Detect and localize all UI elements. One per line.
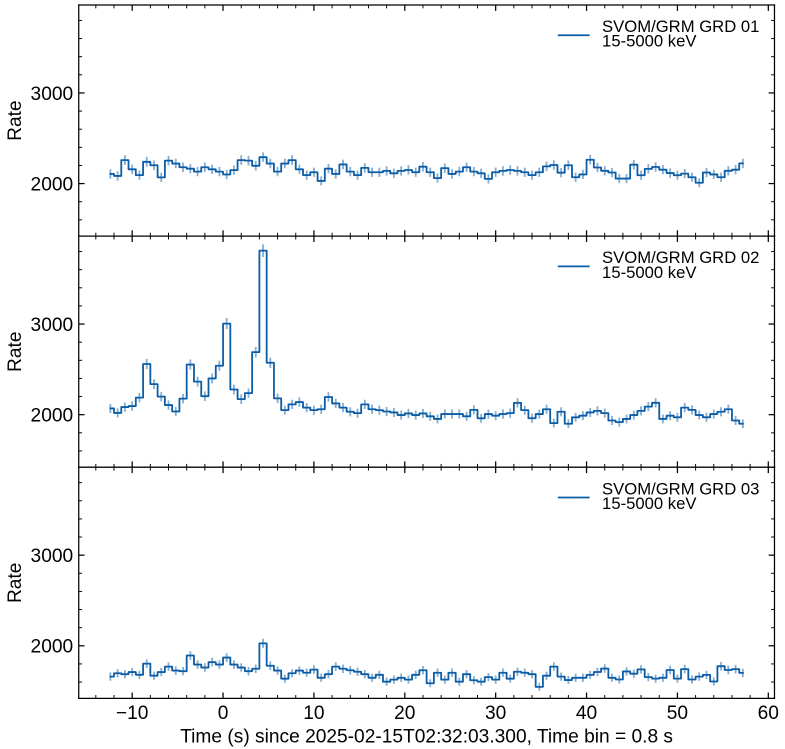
svg-text:3000: 3000 (31, 315, 74, 336)
svg-text:Time (s) since 2025-02-15T02:3: Time (s) since 2025-02-15T02:32:03.300, … (180, 727, 673, 748)
svg-text:SVOM/GRM GRD 02: SVOM/GRM GRD 02 (602, 248, 759, 267)
svg-text:15-5000 keV: 15-5000 keV (602, 32, 697, 51)
svg-text:Rate: Rate (5, 100, 26, 140)
svg-text:15-5000 keV: 15-5000 keV (602, 494, 697, 513)
svg-text:15-5000 keV: 15-5000 keV (602, 263, 697, 282)
svg-text:60: 60 (758, 703, 779, 724)
svg-text:0: 0 (218, 703, 229, 724)
svg-text:−10: −10 (116, 703, 149, 724)
svg-text:Rate: Rate (5, 563, 26, 603)
svg-text:Rate: Rate (5, 331, 26, 371)
svg-text:40: 40 (576, 703, 597, 724)
svg-text:30: 30 (485, 703, 506, 724)
svg-text:3000: 3000 (31, 546, 74, 567)
svg-text:2000: 2000 (31, 406, 74, 427)
svg-text:SVOM/GRM GRD 03: SVOM/GRM GRD 03 (602, 479, 759, 498)
svg-text:3000: 3000 (31, 84, 74, 105)
svg-text:10: 10 (303, 703, 324, 724)
svg-text:2000: 2000 (31, 175, 74, 196)
svg-text:SVOM/GRM GRD 01: SVOM/GRM GRD 01 (602, 17, 759, 36)
svg-text:2000: 2000 (31, 637, 74, 658)
svg-text:50: 50 (667, 703, 688, 724)
svg-text:20: 20 (394, 703, 415, 724)
